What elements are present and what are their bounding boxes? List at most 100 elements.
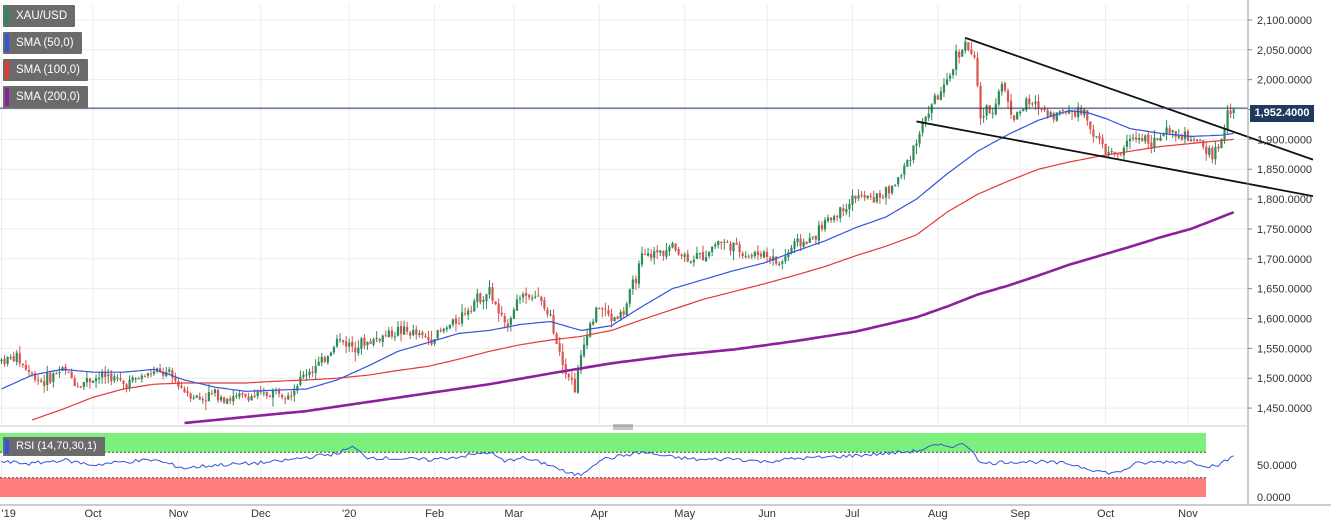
candle-body [601,308,604,310]
candle-body [622,311,625,315]
candle-body [390,330,393,337]
candle-body [27,370,31,373]
candle-body [525,293,528,296]
candle-body [1177,136,1180,138]
candle-body [1128,138,1132,142]
candle-body [305,374,308,376]
legend-sma50[interactable]: SMA (50,0) [3,32,82,54]
candle-body [927,113,930,118]
candle-body [128,379,131,389]
candle-body [1034,101,1037,104]
candle-body [549,314,552,316]
rsi-overbought-band [0,433,1206,453]
y-tick-label: 1,600.0000 [1257,314,1312,326]
candle-body [125,384,128,388]
candle-body [631,279,634,290]
candle-body [213,389,217,394]
candle-body [326,356,329,363]
candle-body [482,299,485,302]
candle-body [851,195,854,205]
candle-body [76,386,79,388]
candle-body [537,295,540,297]
candle-body [515,299,519,311]
candle-body [82,381,85,387]
candle-body [878,193,881,198]
candle-body [207,392,210,402]
candle-body [647,253,650,256]
candle-body [598,307,601,309]
candle-body [238,393,241,397]
candle-body [628,289,631,304]
candle-body [1098,135,1101,140]
candle-body [796,238,799,242]
candle-body [1150,142,1153,148]
candle-body [531,297,534,299]
x-tick-label: Aug [928,508,948,520]
x-tick-label: Nov [169,508,189,520]
x-tick-label: '20 [342,508,356,520]
sma50-line [1,110,1234,393]
candle-body [833,216,836,221]
candle-body [439,330,442,332]
candle-body [976,57,979,86]
candle-body [79,386,82,388]
candle-body [875,193,878,202]
candle-body [241,393,244,395]
legend-sma200[interactable]: SMA (200,0) [3,86,88,108]
candle-body [268,395,271,398]
candle-body [314,366,317,373]
candle-body [900,175,903,177]
y-tick-label: 1,900.0000 [1257,134,1312,146]
candle-body [180,385,183,388]
candle-body [40,380,43,382]
x-tick-label: May [674,508,695,520]
candle-body [1003,82,1007,91]
candle-body [564,364,567,375]
candle-body [427,337,430,341]
candle-body [1211,147,1214,160]
candle-body [393,336,397,338]
legend-rsi[interactable]: RSI (14,70,30,1) [3,437,105,456]
chart-series [0,36,1314,477]
legend-symbol[interactable]: XAU/USD [3,5,76,27]
candle-body [277,390,281,394]
candle-body [18,353,21,364]
legend-sma50-swatch [5,34,9,52]
candle-body [409,332,412,336]
candle-body [979,85,982,119]
candle-body [152,371,156,374]
candle-body [540,296,543,302]
candle-body [747,256,750,258]
candle-body [948,75,952,79]
candle-body [460,312,464,324]
legend-sma100[interactable]: SMA (100,0) [3,59,88,81]
candle-body [924,116,927,122]
candle-body [1141,138,1144,142]
x-tick-label: Apr [591,508,608,520]
candle-body [454,318,458,324]
candle-body [210,393,214,395]
candle-body [1165,127,1168,134]
candle-body [1104,143,1107,154]
candle-body [244,393,247,397]
candle-body [1019,111,1022,114]
candle-body [820,224,824,230]
candle-body [711,246,714,253]
candle-body [403,326,406,335]
candle-body [412,330,415,336]
legend-sma100-label: SMA (100,0) [16,64,80,76]
candle-body [775,256,778,264]
candle-body [406,326,409,332]
candle-body [375,338,378,340]
candle-body [884,187,888,198]
candle-body [323,357,326,362]
candle-body [399,325,403,334]
candle-body [1171,130,1174,132]
candle-body [610,313,613,322]
candle-body [140,375,143,380]
candle-body [765,251,769,257]
candle-body [903,165,906,175]
candle-body [1180,136,1183,140]
candle-body [967,42,970,51]
